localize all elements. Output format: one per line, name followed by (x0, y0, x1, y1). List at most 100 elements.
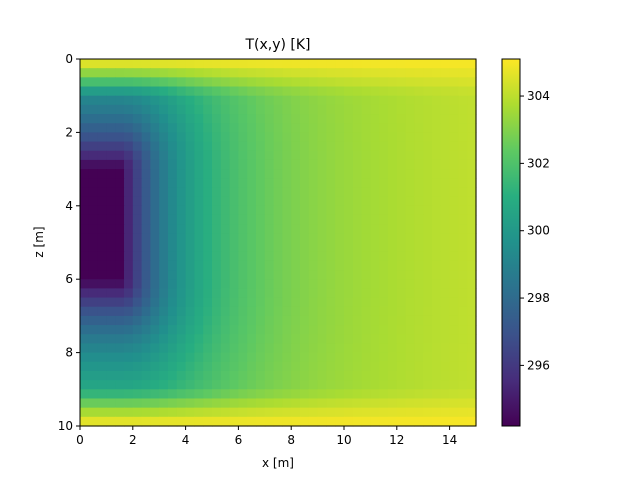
heatmap-cell (212, 68, 222, 78)
heatmap-cell (264, 86, 275, 97)
heatmap-cell (300, 306, 310, 317)
chart-title: T(x,y) [K] (244, 37, 310, 53)
heatmap-cell (423, 141, 433, 152)
heatmap-cell (212, 398, 222, 409)
heatmap-cell (80, 343, 90, 354)
heatmap-cell (449, 288, 459, 299)
heatmap-cell (132, 68, 143, 78)
heatmap-cell (150, 288, 160, 299)
heatmap-cell (423, 251, 433, 262)
heatmap-cell (458, 279, 468, 289)
heatmap-cell (467, 224, 477, 234)
heatmap-cell (432, 86, 442, 97)
heatmap-cell (335, 270, 345, 280)
heatmap-cell (88, 159, 99, 170)
heatmap-cell (282, 407, 292, 418)
heatmap-cell (106, 260, 116, 271)
colorbar-tick-label: 302 (527, 156, 550, 170)
heatmap-cell (168, 352, 178, 363)
heatmap-cell (370, 224, 380, 234)
heatmap-cell (141, 77, 151, 88)
heatmap-cell (132, 233, 143, 244)
heatmap-cell (282, 380, 292, 390)
heatmap-cell (97, 159, 107, 170)
heatmap-cell (97, 123, 107, 133)
heatmap-cell (150, 260, 160, 271)
heatmap-cell (97, 132, 107, 143)
heatmap-cell (220, 352, 231, 363)
heatmap-cell (185, 416, 195, 427)
heatmap-cell (115, 178, 125, 189)
heatmap-cell (414, 196, 424, 207)
heatmap-cell (379, 224, 389, 234)
heatmap-cell (344, 380, 354, 390)
heatmap-cell (256, 334, 266, 345)
heatmap-cell (370, 398, 380, 409)
heatmap-cell (308, 150, 319, 161)
heatmap-cell (405, 169, 415, 179)
heatmap-cell (141, 361, 151, 372)
heatmap-cell (317, 205, 327, 216)
heatmap-cell (291, 306, 301, 317)
heatmap-cell (273, 123, 283, 133)
heatmap-cell (273, 407, 283, 418)
heatmap-cell (449, 224, 459, 234)
heatmap-cell (141, 95, 151, 106)
heatmap-cell (379, 169, 389, 179)
heatmap-cell (247, 251, 257, 262)
heatmap-cell (414, 260, 424, 271)
heatmap-cell (212, 77, 222, 88)
heatmap-cell (440, 380, 451, 390)
heatmap-cell (282, 114, 292, 124)
heatmap-cell (132, 196, 143, 207)
heatmap-cell (106, 169, 116, 179)
heatmap-cell (80, 150, 90, 161)
heatmap-cell (361, 398, 371, 409)
heatmap-cell (467, 297, 477, 308)
heatmap-cell (256, 352, 266, 363)
heatmap-cell (80, 132, 90, 143)
heatmap-cell (423, 334, 433, 345)
heatmap-cell (194, 169, 204, 179)
heatmap-cell (388, 297, 398, 308)
heatmap-cell (432, 315, 442, 326)
heatmap-cell (449, 306, 459, 317)
colorbar-tick-label: 298 (527, 291, 550, 305)
heatmap-cell (247, 205, 257, 216)
heatmap-cell (308, 187, 319, 198)
heatmap-cell (168, 104, 178, 115)
heatmap-cell (335, 159, 345, 170)
heatmap-cell (97, 104, 107, 115)
heatmap-cell (335, 95, 345, 106)
heatmap-cell (212, 380, 222, 390)
heatmap-cell (115, 398, 125, 409)
heatmap-cell (414, 416, 424, 427)
heatmap-cell (168, 159, 178, 170)
heatmap-cell (124, 187, 134, 198)
heatmap-cell (168, 86, 178, 97)
heatmap-cell (414, 315, 424, 326)
heatmap-cell (361, 416, 371, 427)
heatmap-cell (352, 132, 363, 143)
heatmap-cell (396, 270, 407, 280)
heatmap-cell (185, 288, 195, 299)
heatmap-cell (132, 159, 143, 170)
heatmap-cell (273, 297, 283, 308)
heatmap-cell (370, 187, 380, 198)
heatmap-cell (212, 251, 222, 262)
heatmap-cell (88, 68, 99, 78)
heatmap-cell (423, 104, 433, 115)
heatmap-cell (282, 306, 292, 317)
heatmap-cell (458, 361, 468, 372)
heatmap-cell (115, 325, 125, 335)
heatmap-cell (273, 150, 283, 161)
heatmap-cell (344, 370, 354, 381)
heatmap-cell (449, 389, 459, 400)
heatmap-cell (449, 279, 459, 289)
heatmap-cell (176, 114, 187, 124)
heatmap-cell (132, 242, 143, 253)
heatmap-cell (388, 398, 398, 409)
heatmap-cell (449, 407, 459, 418)
heatmap-cell (370, 95, 380, 106)
heatmap-cell (168, 224, 178, 234)
